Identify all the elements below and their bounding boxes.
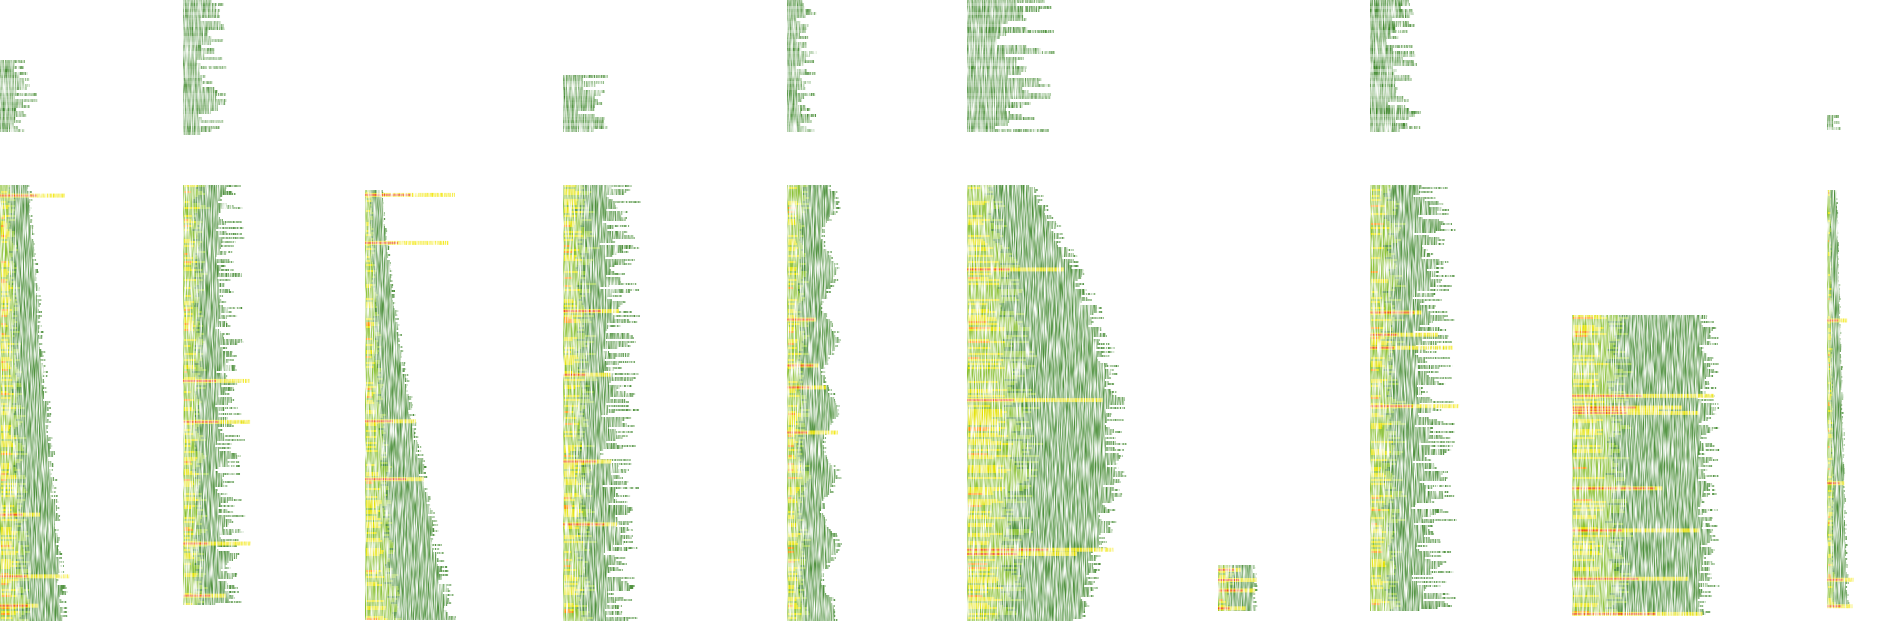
spectrogram-strip-10 xyxy=(1827,115,1854,609)
spectrogram-strip-1 xyxy=(0,60,70,621)
spectrogram-strip-2 xyxy=(183,0,251,605)
spectrogram-strip-4 xyxy=(563,75,641,621)
spectrogram-strip-7 xyxy=(1218,565,1259,611)
spectrogram-strip-9 xyxy=(1572,315,1720,616)
spectrogram-strip-3 xyxy=(365,190,456,620)
spectrogram-strip-5 xyxy=(787,0,842,621)
spectrogram-strip-6 xyxy=(967,0,1127,621)
spectrogram-strip-8 xyxy=(1370,0,1460,611)
